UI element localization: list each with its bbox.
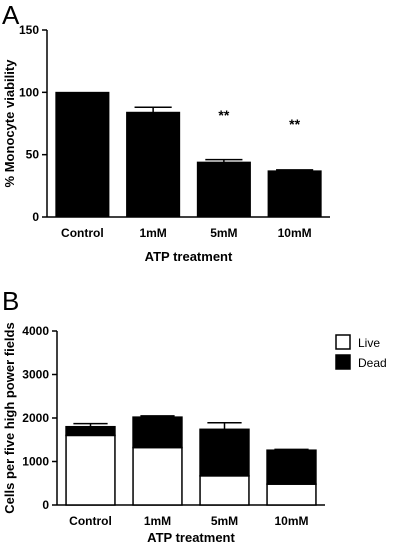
y-tick-label: 0 (32, 210, 39, 224)
y-tick-label: 0 (42, 498, 49, 512)
x-tick-label: 5mM (211, 514, 238, 528)
y-tick-label: 50 (26, 148, 40, 162)
x-tick-label: Control (69, 514, 112, 528)
bar-live-5mm (199, 475, 250, 506)
bar-5mm (196, 161, 251, 218)
significance-marker: ** (218, 107, 229, 123)
y-tick-label: 4000 (22, 324, 49, 338)
y-tick-label: 3000 (22, 368, 49, 382)
x-tick-label: 5mM (210, 226, 237, 240)
y-tick-label: 1000 (22, 455, 49, 469)
panel-label-b: B (2, 286, 19, 316)
x-axis-title: ATP treatment (147, 530, 235, 545)
bar-1mm (126, 111, 181, 218)
bar-dead-control (65, 425, 116, 437)
y-axis-title: Cells per five high power fields (2, 322, 17, 513)
legend-swatch-dead (335, 354, 351, 370)
bar-dead-10mm (266, 449, 317, 485)
bar-live-1mm (132, 446, 183, 506)
panel-label-a: A (2, 0, 20, 30)
legend-label-dead: Dead (358, 356, 387, 370)
bar-live-control (65, 434, 116, 506)
legend-swatch-live (335, 334, 351, 350)
y-tick-label: 150 (19, 23, 39, 37)
x-tick-label: Control (61, 226, 104, 240)
y-axis-title: % Monocyte viability (2, 59, 17, 188)
x-axis-title: ATP treatment (145, 249, 233, 264)
significance-marker: ** (289, 116, 300, 132)
y-tick-label: 100 (19, 85, 39, 99)
bar-control (55, 91, 110, 218)
chart-a-viability: 0 50 100 150 Control 1mM ** 5mM ** 10mM ATP treatm… (2, 23, 330, 264)
bar-live-10mm (266, 483, 317, 506)
y-tick-label: 2000 (22, 411, 49, 425)
x-tick-label: 1mM (144, 514, 171, 528)
bar-dead-1mm (132, 416, 183, 449)
bar-dead-5mm (199, 428, 250, 477)
x-tick-label: 10mM (278, 226, 312, 240)
bar-10mm (267, 170, 322, 218)
chart-b-cell-counts: 0 1000 2000 3000 4000 Control 1mM 5mM 10mM ATP tr… (2, 322, 387, 545)
legend-label-live: Live (358, 336, 380, 350)
x-tick-label: 10mM (274, 514, 308, 528)
x-tick-label: 1mM (139, 226, 166, 240)
